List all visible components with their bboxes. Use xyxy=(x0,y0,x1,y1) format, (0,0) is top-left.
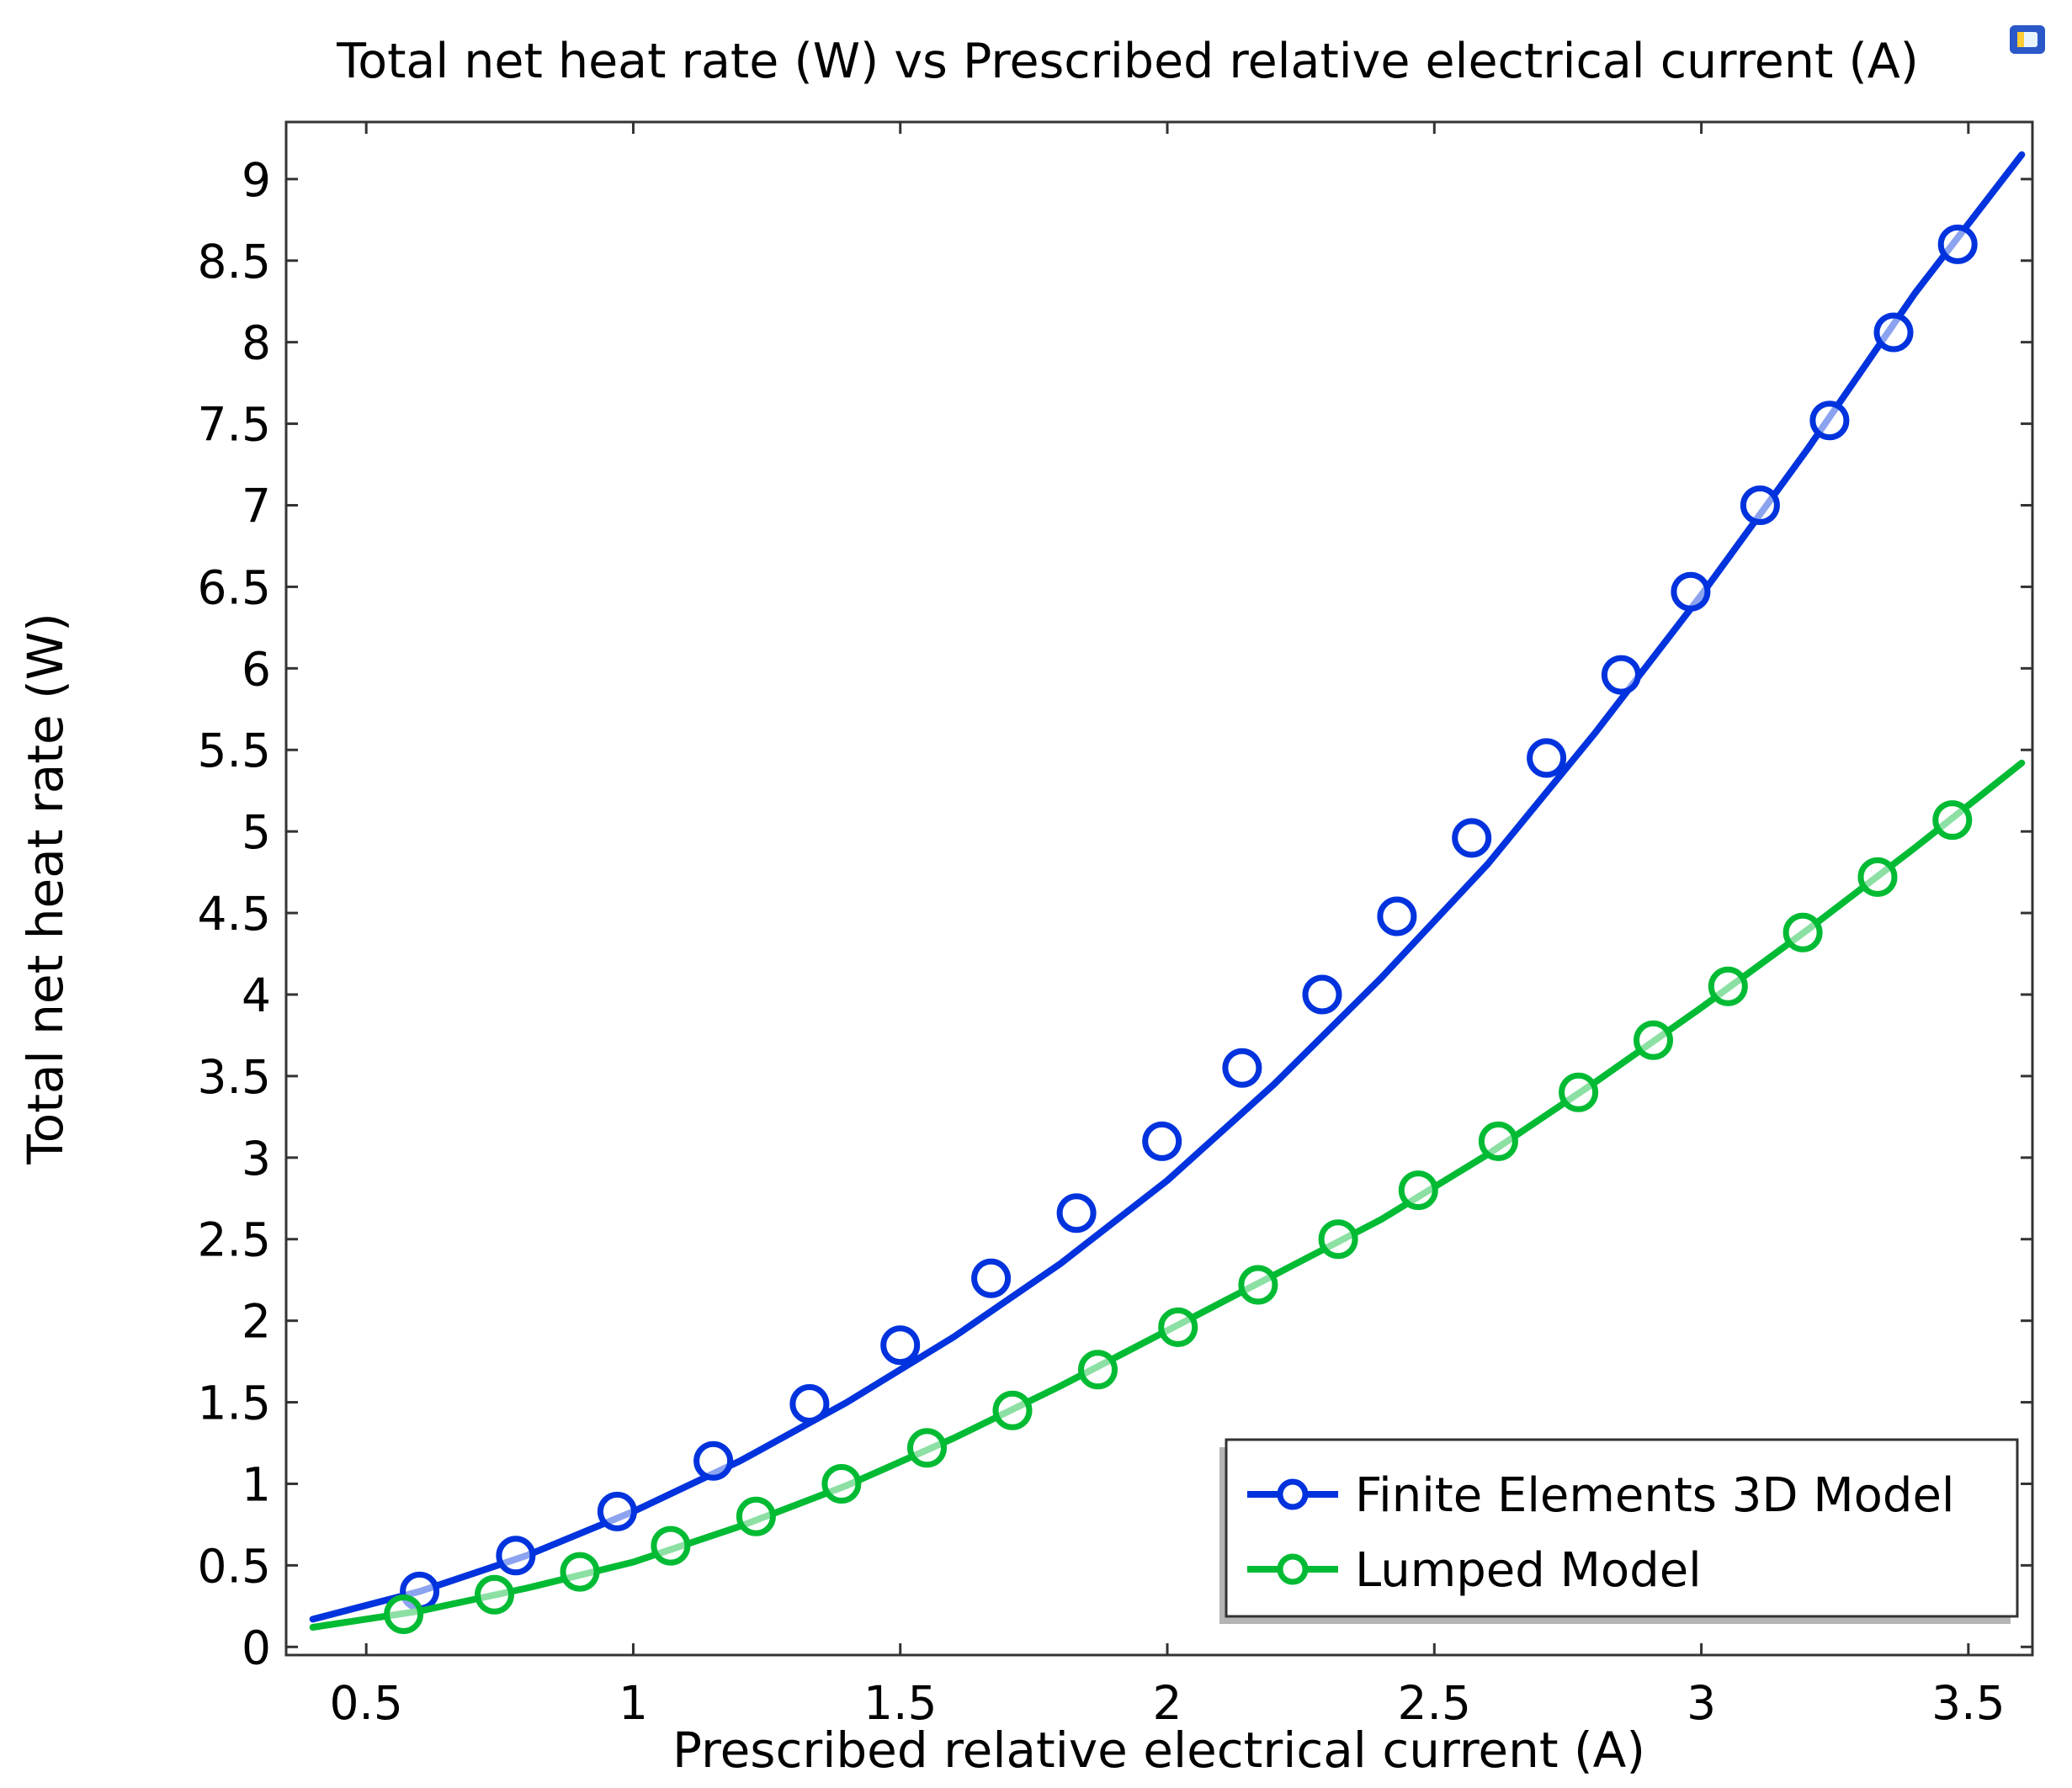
x-axis-label: Prescribed relative electrical current (… xyxy=(672,1722,1645,1779)
y-tick-label: 8.5 xyxy=(198,235,271,289)
data-point-finite-elements xyxy=(789,1384,830,1424)
data-point-finite-elements xyxy=(880,1325,921,1366)
y-tick-label: 4 xyxy=(242,968,271,1022)
data-point-finite-elements xyxy=(1601,655,1641,695)
data-point-lumped-model xyxy=(821,1464,862,1504)
data-point-finite-elements xyxy=(971,1258,1012,1298)
x-tick-label: 3 xyxy=(1687,1676,1716,1730)
y-tick-label: 6 xyxy=(242,642,271,696)
y-tick-label: 0.5 xyxy=(198,1539,271,1593)
data-point-finite-elements xyxy=(1740,485,1780,525)
data-point-finite-elements xyxy=(1671,571,1711,612)
data-point-finite-elements xyxy=(1377,896,1417,936)
y-tick-label: 2 xyxy=(242,1295,271,1349)
x-tick-label: 1 xyxy=(619,1676,648,1730)
plot-area xyxy=(284,120,2034,1657)
chart-title: Total net heat rate (W) vs Prescribed re… xyxy=(336,34,1919,89)
legend: Finite Elements 3D Model Lumped Model xyxy=(1219,1438,2019,1624)
chart-export-icon[interactable] xyxy=(2010,25,2045,54)
y-tick-label: 8 xyxy=(242,316,271,370)
y-tick-label: 1.5 xyxy=(198,1377,271,1430)
data-point-lumped-model xyxy=(1708,966,1748,1006)
y-tick-label: 3 xyxy=(242,1132,271,1186)
data-point-finite-elements xyxy=(1527,738,1567,778)
x-tick-label: 3.5 xyxy=(1931,1676,2005,1730)
data-point-finite-elements xyxy=(1222,1048,1262,1088)
data-point-lumped-model xyxy=(1398,1170,1438,1211)
data-point-lumped-model xyxy=(1078,1350,1118,1390)
legend-label-finite-elements: Finite Elements 3D Model xyxy=(1355,1468,1954,1523)
y-tick-label: 3.5 xyxy=(198,1050,271,1104)
data-point-finite-elements xyxy=(1809,401,1850,441)
data-point-lumped-model xyxy=(1238,1265,1278,1305)
legend-marker-finite-elements xyxy=(1277,1478,1309,1510)
data-point-lumped-model xyxy=(1634,1020,1673,1060)
data-point-lumped-model xyxy=(1318,1219,1358,1260)
data-point-finite-elements xyxy=(1302,974,1342,1015)
x-tick-label: 2 xyxy=(1153,1676,1182,1730)
y-tick-label: 0 xyxy=(242,1621,271,1674)
x-tick-label: 0.5 xyxy=(329,1676,402,1730)
data-point-lumped-model xyxy=(1478,1121,1518,1161)
series-finite-elements xyxy=(309,151,2026,1623)
series-lumped-model xyxy=(309,759,2026,1634)
data-point-lumped-model xyxy=(992,1390,1033,1430)
data-point-lumped-model xyxy=(736,1496,776,1536)
data-point-finite-elements xyxy=(693,1440,734,1481)
x-tick-label: 2.5 xyxy=(1398,1676,1471,1730)
legend-marker-lumped-model xyxy=(1277,1553,1309,1585)
y-tick-label: 7.5 xyxy=(198,398,271,452)
y-tick-label: 4.5 xyxy=(198,887,271,941)
data-point-finite-elements xyxy=(1142,1121,1182,1161)
series-line-finite-elements xyxy=(309,151,2026,1623)
data-point-finite-elements xyxy=(496,1536,536,1576)
data-point-lumped-model xyxy=(384,1594,424,1634)
data-point-lumped-model xyxy=(651,1525,691,1566)
x-tick-label: 1.5 xyxy=(863,1676,937,1730)
data-point-lumped-model xyxy=(907,1428,947,1468)
data-point-lumped-model xyxy=(560,1552,600,1592)
data-point-finite-elements xyxy=(1937,224,1978,264)
data-point-finite-elements xyxy=(597,1491,637,1531)
data-point-lumped-model xyxy=(1932,800,1973,841)
y-tick-label: 2.5 xyxy=(198,1213,271,1267)
data-point-lumped-model xyxy=(1559,1072,1599,1112)
data-point-finite-elements xyxy=(1452,818,1492,858)
data-point-lumped-model xyxy=(475,1574,514,1615)
y-tick-label: 7 xyxy=(242,480,271,533)
y-tick-label: 1 xyxy=(242,1457,271,1511)
data-point-lumped-model xyxy=(1857,857,1898,897)
data-point-finite-elements xyxy=(1873,312,1914,353)
y-tick-label: 9 xyxy=(242,153,271,207)
data-point-lumped-model xyxy=(1782,912,1823,952)
data-point-finite-elements xyxy=(1056,1193,1097,1234)
y-axis-label: Total net heat rate (W) xyxy=(17,613,74,1165)
data-point-lumped-model xyxy=(1158,1307,1198,1347)
y-tick-label: 5.5 xyxy=(198,724,271,777)
y-tick-label: 6.5 xyxy=(198,560,271,614)
y-tick-label: 5 xyxy=(242,805,271,859)
legend-label-lumped-model: Lumped Model xyxy=(1355,1543,1702,1598)
